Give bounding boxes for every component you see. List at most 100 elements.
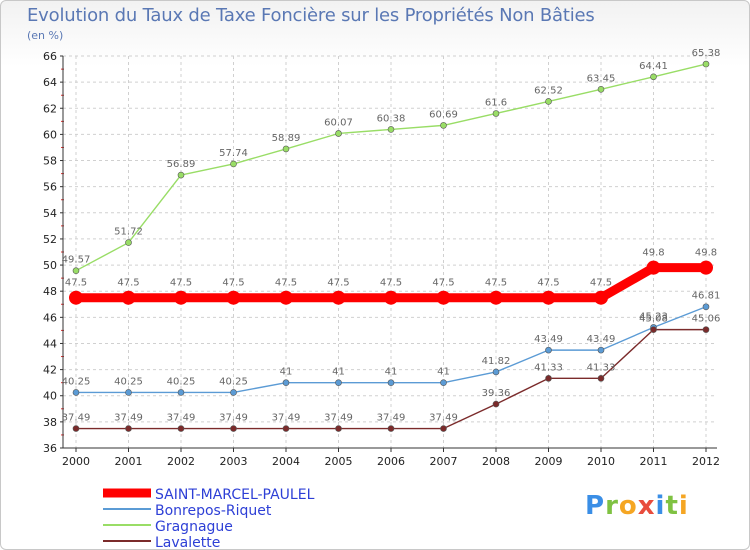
data-label: 40.25	[167, 376, 196, 387]
x-tick-label: 2004	[272, 455, 300, 468]
x-tick-label: 2008	[482, 455, 510, 468]
data-label: 47.5	[275, 278, 297, 289]
data-label: 39.36	[482, 388, 511, 399]
data-point	[282, 425, 290, 432]
legend-label: Bonrepos-Riquet	[155, 503, 272, 519]
data-point	[545, 375, 552, 382]
x-tick-label: 2003	[220, 455, 248, 468]
data-label: 47.5	[327, 278, 349, 289]
data-point	[121, 290, 136, 305]
y-tick-label: 66	[43, 50, 57, 63]
data-label: 46.81	[692, 291, 721, 302]
legend-label: Gragnague	[155, 519, 233, 535]
legend-label: Lavalette	[155, 535, 220, 549]
data-point	[282, 145, 290, 153]
y-tick-label: 58	[43, 155, 57, 168]
data-point	[702, 60, 710, 68]
data-label: 49.57	[62, 255, 91, 266]
y-tick-label: 56	[43, 181, 57, 194]
unit-label: (en %)	[27, 29, 64, 42]
data-label: 43.49	[534, 334, 563, 345]
y-tick-label: 50	[43, 259, 57, 272]
data-point	[72, 389, 80, 396]
data-label: 65.38	[692, 48, 721, 59]
data-point	[282, 379, 290, 386]
x-tick-label: 2012	[692, 455, 720, 468]
data-point	[646, 260, 661, 275]
data-point	[492, 368, 500, 376]
y-tick-label: 60	[43, 128, 57, 141]
data-label: 47.5	[222, 278, 244, 289]
data-label: 60.69	[429, 109, 458, 120]
chart-title: Evolution du Taux de Taxe Foncière sur l…	[27, 5, 595, 26]
y-tick-label: 54	[43, 207, 57, 220]
y-tick-label: 40	[43, 390, 57, 403]
data-label: 49.8	[695, 248, 717, 259]
data-point	[279, 290, 293, 305]
data-label: 37.49	[114, 413, 143, 424]
x-tick-label: 2005	[325, 455, 353, 468]
data-label: 64.41	[639, 61, 668, 72]
data-point	[436, 290, 451, 305]
y-tick-label: 52	[43, 233, 57, 246]
x-tick-label: 2009	[535, 455, 563, 468]
y-tick-label: 64	[43, 76, 57, 89]
x-tick-label: 2001	[115, 455, 143, 468]
data-label: 40.25	[219, 376, 248, 387]
data-point	[545, 346, 552, 354]
x-tick-label: 2007	[430, 455, 458, 468]
data-label: 37.49	[272, 413, 301, 424]
logo-letter: o	[618, 491, 638, 521]
x-tick-label: 2010	[587, 455, 615, 468]
y-tick-label: 62	[43, 102, 57, 115]
data-point	[125, 239, 132, 246]
y-tick-label: 48	[43, 285, 57, 298]
x-tick-label: 2000	[62, 455, 90, 468]
data-label: 51.72	[114, 227, 143, 238]
data-point	[702, 326, 710, 333]
data-point	[492, 400, 500, 408]
data-point	[72, 425, 80, 432]
data-point	[125, 389, 132, 396]
data-label: 49.8	[642, 248, 664, 259]
data-point	[440, 122, 447, 129]
data-label: 47.5	[432, 278, 454, 289]
data-label: 63.45	[587, 73, 616, 84]
data-point	[489, 290, 503, 305]
data-label: 41.33	[587, 362, 616, 373]
data-label: 61.6	[485, 97, 507, 108]
data-label: 40.25	[62, 376, 91, 387]
data-label: 41	[280, 367, 293, 378]
data-point	[541, 290, 556, 305]
data-label: 41	[332, 367, 345, 378]
data-point	[226, 290, 241, 305]
y-tick-label: 44	[43, 337, 57, 350]
data-label: 43.49	[587, 334, 616, 345]
data-label: 45.23	[639, 311, 668, 322]
data-point	[331, 290, 346, 305]
data-label: 40.25	[114, 376, 143, 387]
data-label: 37.49	[167, 413, 196, 424]
data-label: 47.5	[65, 278, 87, 289]
logo-letter: P	[585, 491, 606, 521]
y-tick-label: 42	[43, 364, 57, 377]
data-point	[230, 389, 237, 396]
data-point	[597, 375, 605, 382]
data-point	[72, 267, 80, 274]
data-point	[545, 98, 552, 105]
data-label: 45.06	[692, 314, 721, 325]
logo-letter: i	[678, 491, 689, 521]
data-point	[230, 425, 237, 432]
data-point	[594, 290, 608, 305]
data-label: 47.5	[485, 278, 507, 289]
x-tick-label: 2006	[377, 455, 405, 468]
data-point	[597, 86, 605, 93]
data-label: 58.89	[272, 133, 301, 144]
data-label: 41.82	[482, 356, 511, 367]
data-label: 60.38	[377, 113, 406, 124]
data-point	[597, 346, 605, 354]
data-label: 62.52	[534, 85, 563, 96]
proxiti-logo: Proxiti	[585, 491, 689, 521]
data-label: 47.5	[170, 278, 192, 289]
